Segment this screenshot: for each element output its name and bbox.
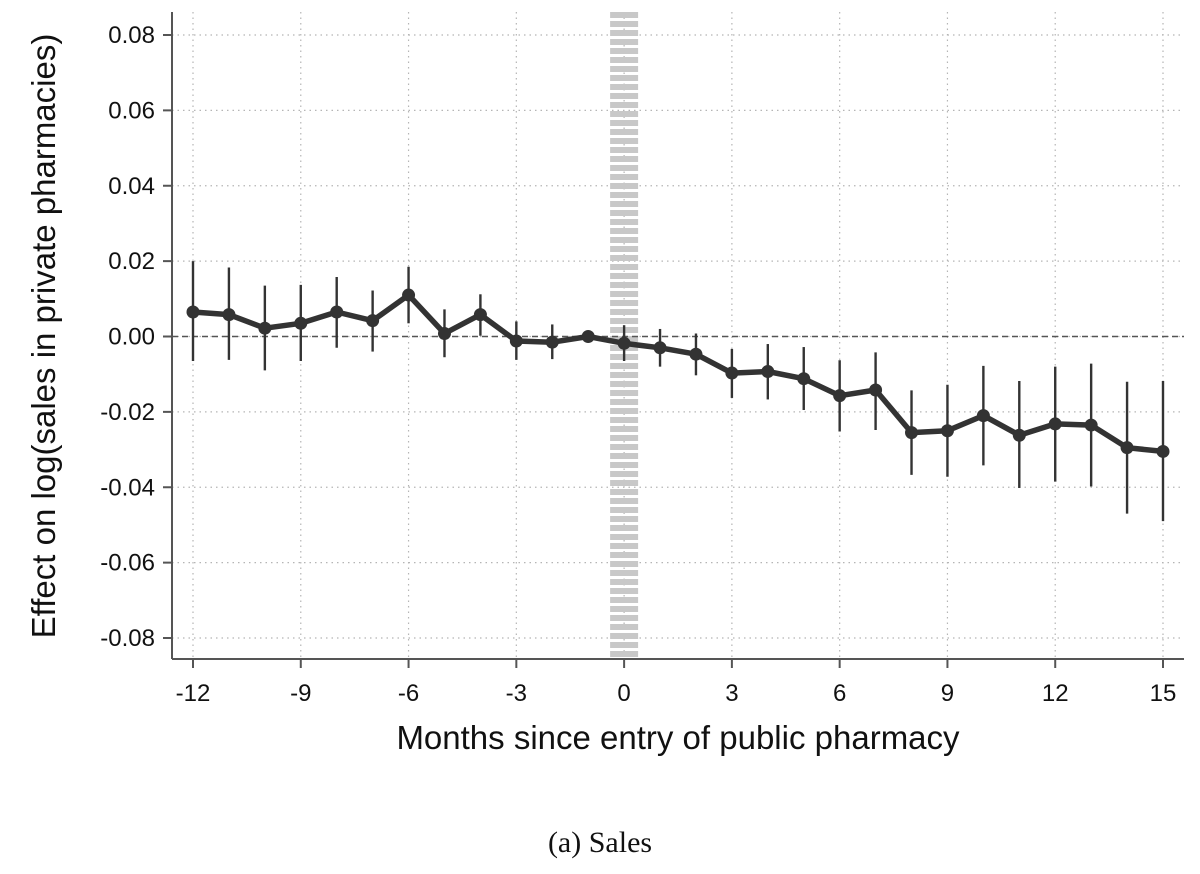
data-point [869, 383, 883, 397]
data-point [833, 389, 847, 403]
y-tick-label: 0.00 [108, 324, 155, 351]
x-tick-label: 6 [833, 680, 846, 707]
y-tick-label: -0.08 [100, 625, 155, 652]
data-point [617, 336, 631, 350]
data-point [473, 308, 487, 322]
data-point [1156, 444, 1170, 458]
data-point [940, 424, 954, 438]
x-tick-label: 9 [941, 680, 954, 707]
y-tick-label: -0.04 [100, 474, 155, 501]
x-tick-label: -9 [290, 680, 311, 707]
series [186, 288, 1170, 458]
x-tick-label: -12 [176, 680, 211, 707]
data-point [761, 365, 775, 379]
data-point [294, 316, 308, 330]
data-point [402, 288, 416, 302]
x-axis-title: Months since entry of public pharmacy [396, 719, 960, 756]
y-tick-label: 0.02 [108, 248, 155, 275]
x-tick-label: -6 [398, 680, 419, 707]
confidence-intervals [191, 261, 1165, 522]
y-tick-label: -0.02 [100, 399, 155, 426]
y-tick-label: 0.08 [108, 22, 155, 49]
y-tick-label: -0.06 [100, 550, 155, 577]
x-tick-label: 3 [725, 680, 738, 707]
grid-lines [172, 12, 1184, 659]
data-point [1012, 428, 1026, 442]
data-point [1048, 417, 1062, 431]
x-tick-label: -3 [506, 680, 527, 707]
data-point [1120, 441, 1134, 455]
data-point [186, 305, 200, 319]
data-point [689, 347, 703, 361]
data-point [653, 341, 667, 355]
data-point [581, 330, 595, 343]
data-point [905, 426, 919, 440]
y-axis-title: Effect on log(sales in private pharmacie… [25, 34, 62, 639]
reference-lines [172, 12, 1184, 659]
figure-caption: (a) Sales [547, 826, 653, 859]
series-line [190, 292, 1166, 455]
y-tick-label: 0.04 [108, 173, 155, 200]
data-point [509, 334, 523, 348]
data-point [725, 366, 739, 380]
x-tick-label: 15 [1150, 680, 1177, 707]
x-tick-label: 0 [617, 680, 630, 707]
data-point [797, 372, 811, 386]
data-point [222, 308, 236, 322]
x-tick-label: 12 [1042, 680, 1069, 707]
data-point [1084, 418, 1098, 432]
data-point [437, 326, 451, 340]
data-point [545, 335, 559, 349]
data-point [258, 321, 272, 335]
tick-labels: -12 -9 -6 -3 0 3 6 9 12 15 0.08 0.06 0.04 0.02 0.00 -0.… [100, 22, 1176, 707]
data-point [976, 409, 990, 423]
axes [163, 12, 1184, 668]
y-tick-label: 0.06 [108, 97, 155, 124]
data-point [366, 314, 380, 328]
data-point [330, 305, 344, 319]
